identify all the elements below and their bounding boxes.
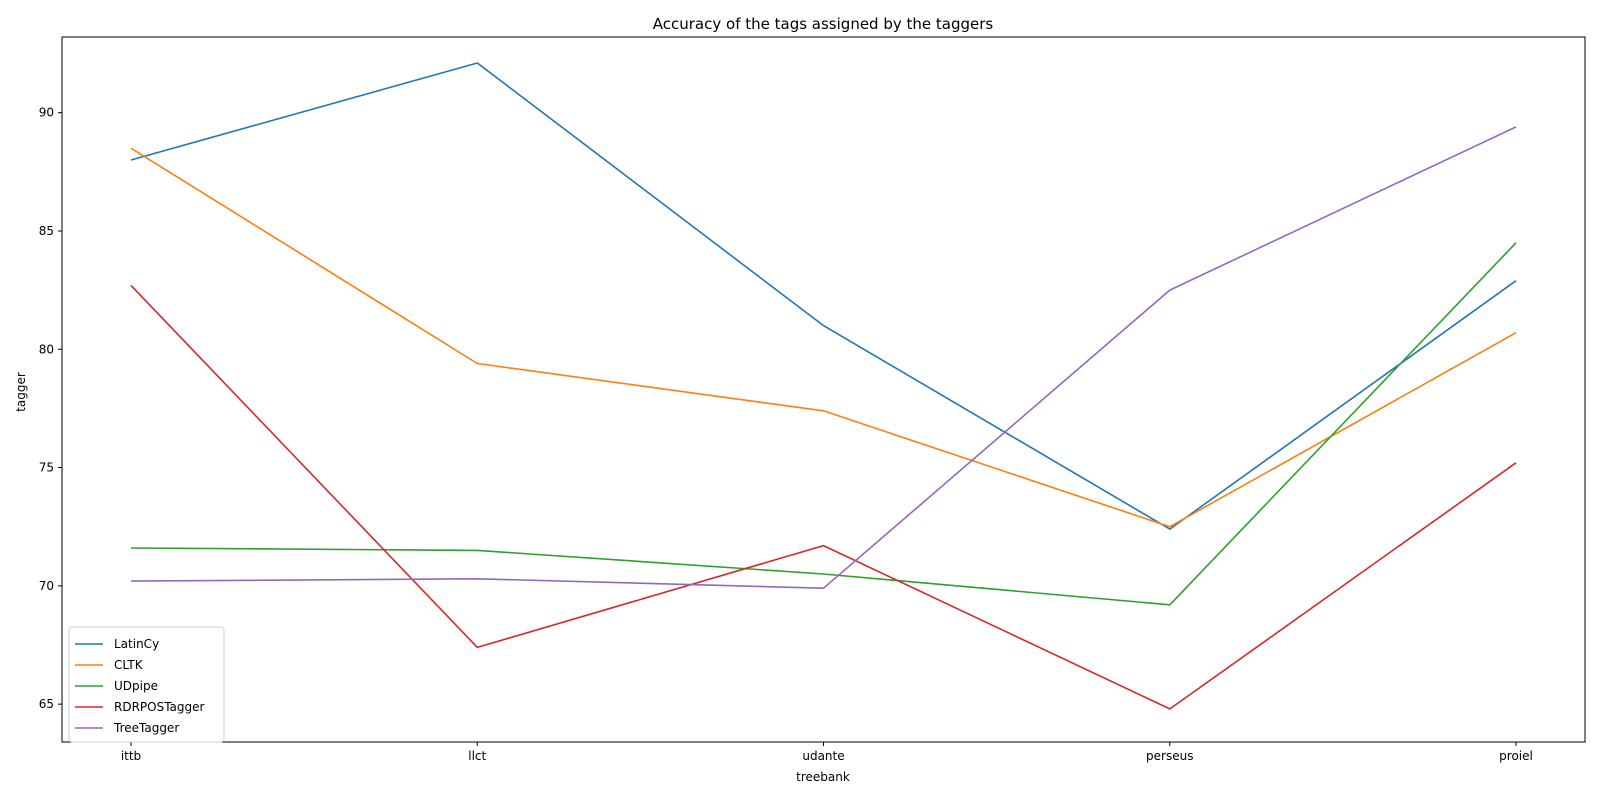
x-axis-label: treebank	[796, 770, 850, 784]
x-tick-label-ittb: ittb	[121, 749, 141, 763]
legend-label-rdrpostagger: RDRPOSTagger	[114, 700, 205, 714]
plot-area: ittb llct udante perseus proiel 65 70 75 80 85 90 L…	[39, 36, 1586, 763]
x-tick-label-perseus: perseus	[1146, 749, 1193, 763]
chart-title: Accuracy of the tags assigned by the tag…	[653, 15, 994, 33]
y-tick-label-75: 75	[39, 461, 54, 475]
series-line-latincy	[130, 62, 1517, 530]
x-tick-label-llct: llct	[468, 749, 486, 763]
legend-box	[68, 626, 225, 743]
series-line-udpipe	[130, 242, 1517, 606]
legend-label-latincy: LatinCy	[114, 637, 159, 651]
y-tick-label-70: 70	[39, 579, 54, 593]
y-tick-label-90: 90	[39, 106, 54, 120]
y-axis-label: tagger	[14, 372, 28, 412]
legend-label-treetagger: TreeTagger	[113, 721, 179, 735]
x-tick-label-udante: udante	[802, 749, 844, 763]
plot-frame	[61, 36, 1586, 743]
series-line-cltk	[130, 147, 1517, 528]
legend-label-udpipe: UDpipe	[114, 679, 158, 693]
y-tick-label-65: 65	[39, 697, 54, 711]
series-line-rdrpostagger	[130, 284, 1517, 710]
series-line-treetagger	[130, 126, 1517, 590]
y-tick-label-80: 80	[39, 342, 54, 356]
y-tick-label-85: 85	[39, 224, 54, 238]
x-tick-label-proiel: proiel	[1499, 749, 1533, 763]
legend-label-cltk: CLTK	[114, 658, 144, 672]
